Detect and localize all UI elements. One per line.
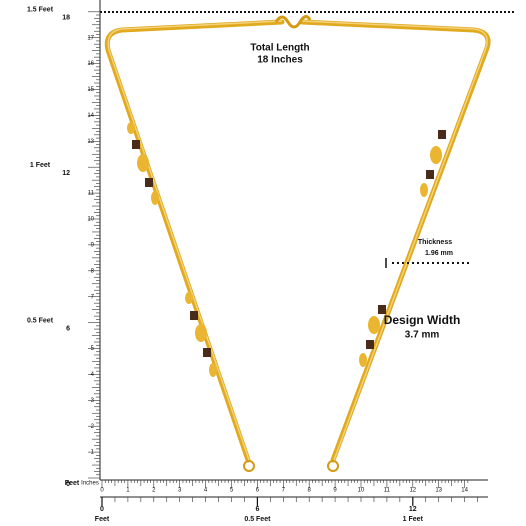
vertical-inch-label: 15 [87, 87, 94, 93]
length-value: 18 Inches [257, 55, 303, 66]
vertical-inch-label: 17 [87, 35, 94, 41]
vertical-inch-label: 7 [91, 294, 95, 300]
vertical-inch-label: 13 [87, 139, 94, 145]
horizontal-inch-label: 5 [230, 488, 234, 494]
horizontal-inch-label: 6 [256, 488, 260, 494]
vertical-inch-label: 11 [88, 191, 95, 197]
horizontal-inch-label: 13 [435, 488, 442, 494]
feet-number-label: 6 [255, 506, 259, 513]
feet-unit-label: 0.5 Feet [244, 516, 271, 523]
vertical-inch-label: 14 [87, 113, 94, 119]
vertical-inch-label: 12 [62, 170, 70, 177]
feet-number-label: 12 [409, 506, 417, 513]
beads [127, 122, 446, 377]
vertical-inch-label: 4 [91, 372, 95, 378]
vertical-inch-label: 9 [91, 242, 95, 248]
vertical-inch-label: 0 [66, 481, 70, 488]
vertical-inch-label: 16 [87, 61, 94, 67]
thickness-title: Thickness [418, 239, 452, 246]
horizontal-inch-label: 3 [178, 488, 182, 494]
width-title: Design Width [384, 313, 461, 327]
vertical-feet-label: 1 Feet [30, 162, 51, 169]
horizontal-inch-label: 10 [358, 488, 365, 494]
feet-number-label: 0 [100, 506, 104, 513]
unit-label: Feet [65, 480, 80, 487]
thickness-value: 1.96 mm [425, 250, 453, 257]
length-title: Total Length [250, 43, 309, 54]
vertical-inch-label: 1 [91, 450, 95, 456]
vertical-inch-label: 5 [91, 346, 95, 352]
chain-highlight [107, 20, 488, 461]
vertical-inch-label: 6 [66, 325, 70, 332]
vertical-inch-label: 18 [62, 15, 70, 22]
end-rings [243, 460, 339, 472]
horizontal-inch-label: 14 [461, 488, 468, 494]
horizontal-inch-label: 12 [409, 488, 416, 494]
width-value: 3.7 mm [405, 330, 440, 341]
horizontal-inch-label: 9 [333, 488, 337, 494]
clasp [274, 15, 312, 29]
horizontal-inch-label: 7 [282, 488, 286, 494]
feet-unit-label: Feet [95, 516, 110, 523]
vertical-feet-label: 0.5 Feet [27, 317, 54, 324]
horizontal-inch-label: 8 [308, 488, 312, 494]
vertical-inch-label: 10 [87, 217, 94, 223]
feet-unit-label: 1 Feet [403, 516, 424, 523]
vertical-feet-label: 1.5 Feet [27, 7, 54, 14]
horizontal-inch-label: 1 [126, 488, 130, 494]
horizontal-inch-label: 2 [152, 488, 156, 494]
horizontal-inch-label: 11 [384, 488, 391, 494]
horizontal-inch-label: 0 [100, 488, 104, 494]
horizontal-inch-label: 4 [204, 488, 208, 494]
vertical-inch-label: 3 [91, 398, 95, 404]
vertical-inch-label: 2 [91, 424, 95, 430]
sub-unit-label: Inches [81, 481, 99, 487]
vertical-inch-label: 8 [91, 268, 95, 274]
